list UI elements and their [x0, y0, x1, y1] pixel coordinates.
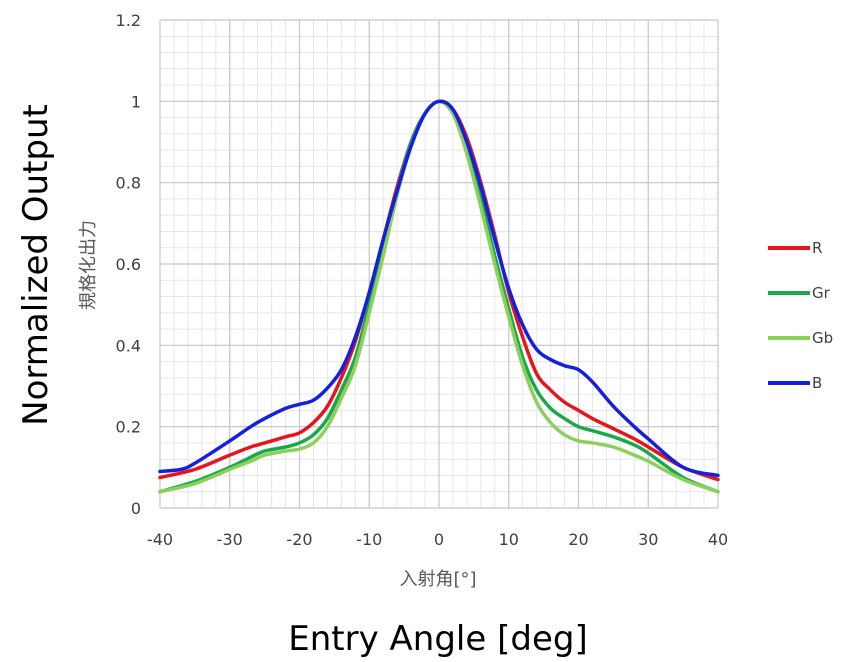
legend-label-gb: Gb: [812, 329, 833, 347]
legend-label-b: B: [812, 374, 822, 392]
y-tick-label: 1: [131, 92, 141, 111]
legend-label-gr: Gr: [812, 284, 831, 302]
y-tick-label: 0.8: [116, 174, 141, 193]
y-axis-label-japanese: 規格化出力: [78, 220, 99, 310]
y-tick-labels: 0 0.2 0.4 0.6 0.8 1 1.2: [116, 11, 141, 518]
x-tick-label: 40: [708, 530, 728, 549]
series-line-b: [158, 99, 720, 478]
x-tick-labels: -40 -30 -20 -10 0 10 20 30 40: [147, 530, 728, 549]
y-tick-label: 1.2: [116, 11, 141, 30]
y-tick-label: 0: [131, 499, 141, 518]
y-tick-label: 0.6: [116, 255, 141, 274]
legend-label-r: R: [812, 239, 822, 257]
series-layer: [158, 99, 720, 494]
y-axis-label: Normalized Output: [16, 104, 56, 426]
y-tick-label: 0.4: [116, 336, 141, 355]
major-gridlines: [159, 19, 719, 509]
y-tick-label: 0.2: [116, 418, 141, 437]
x-tick-label: -30: [217, 530, 243, 549]
x-axis-label-japanese: 入射角[°]: [399, 569, 476, 590]
legend: R Gr Gb B: [768, 239, 833, 392]
x-tick-label: -40: [147, 530, 173, 549]
x-tick-label: -10: [356, 530, 382, 549]
x-tick-label: 20: [568, 530, 588, 549]
x-tick-label: -20: [286, 530, 312, 549]
x-tick-label: 30: [638, 530, 658, 549]
x-tick-label: 0: [434, 530, 444, 549]
x-tick-label: 10: [499, 530, 519, 549]
x-axis-label: Entry Angle [deg]: [288, 619, 587, 659]
